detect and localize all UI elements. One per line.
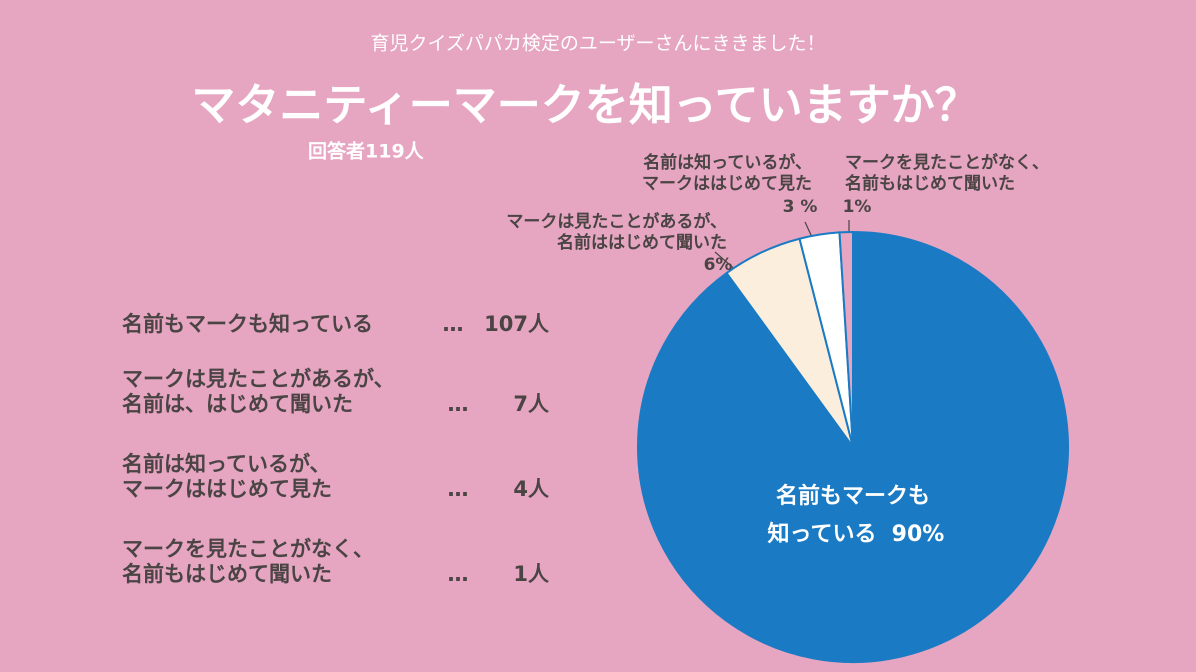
slice-label: 名前もはじめて聞いた — [845, 173, 1015, 194]
leader-dots: … — [448, 392, 469, 416]
answer-text: 名前もはじめて聞いた — [122, 562, 332, 586]
slice-label: 名前ははじめて聞いた — [557, 232, 727, 253]
slice-value-label: 90% — [892, 522, 945, 547]
slice-label: 名前もマークも — [776, 483, 930, 509]
pie-slice — [838, 230, 854, 448]
slice-value-label: 3 % — [783, 197, 818, 217]
slice-value-label: 6% — [704, 255, 733, 275]
subtitle: 育児クイズパパカ検定のユーザーさんにききました！ — [370, 33, 825, 55]
count-label: 1人 — [513, 562, 549, 586]
answer-text: 名前もマークも知っている — [122, 312, 373, 336]
chart-title: マタニティーマークを知っていますか？ — [191, 80, 978, 131]
count-label: 4人 — [513, 477, 549, 501]
answer-text: マークははじめて見た — [122, 477, 332, 501]
answer-text: 名前は知っているが、 — [122, 452, 331, 476]
slice-label: マークは見たことがあるが、 — [506, 211, 727, 232]
answer-text: マークを見たことがなく、 — [122, 537, 374, 561]
count-label: 107人 — [484, 312, 549, 336]
answer-text: 名前は、はじめて聞いた — [122, 392, 353, 416]
answer-text: マークは見たことがあるが、 — [122, 367, 395, 391]
count-label: 7人 — [513, 392, 549, 416]
slice-label: マークを見たことがなく、 — [845, 152, 1049, 173]
leader-dots: … — [448, 477, 469, 501]
slice-value-label: 1% — [843, 197, 872, 217]
slice-label: マークははじめて見た — [642, 174, 812, 194]
slice-label: 知っている — [768, 521, 877, 547]
leader-dots: … — [448, 562, 469, 586]
slice-label: 名前は知っているが、 — [643, 152, 812, 173]
leader-dots: … — [443, 312, 464, 336]
respondents: 回答者119人 — [308, 140, 425, 163]
